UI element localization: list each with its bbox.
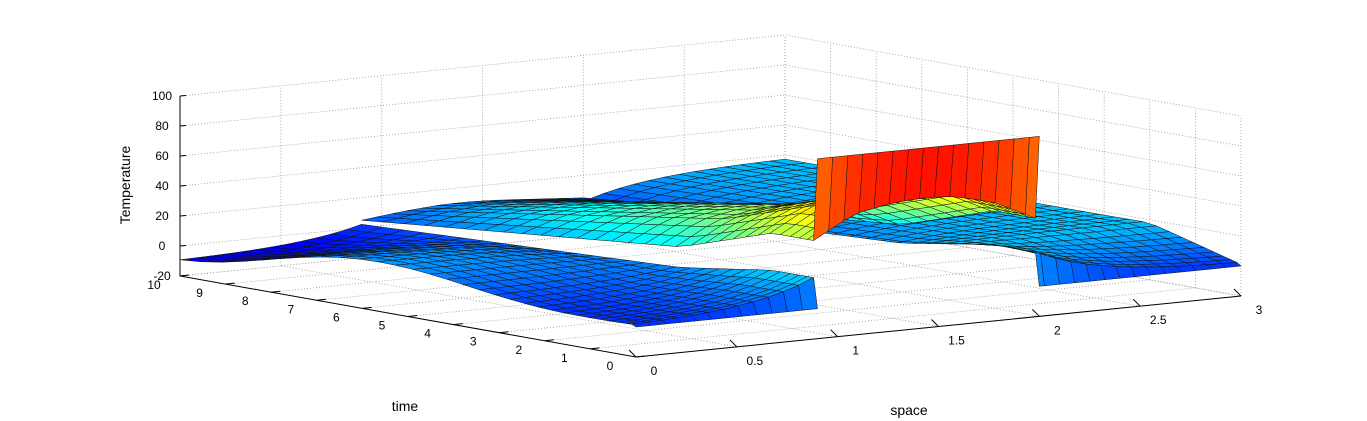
- y-tick-mark: [407, 315, 418, 317]
- x-tick-label: 2: [1054, 323, 1061, 337]
- z-tick-mark: [179, 215, 187, 217]
- y-tick-label: 9: [196, 286, 203, 300]
- z-tick-label: 60: [155, 149, 169, 163]
- y-tick-label: 1: [561, 351, 568, 365]
- y-tick-mark: [225, 282, 235, 285]
- z-tick-mark: [179, 185, 187, 187]
- y-tick-label: 3: [470, 335, 477, 349]
- x-tick-mark: [830, 329, 839, 338]
- x-tick-mark: [729, 339, 738, 348]
- x-tick-mark: [1031, 308, 1040, 317]
- y-tick-label: 6: [333, 310, 340, 324]
- y-tick-mark: [635, 355, 646, 358]
- y-tick-mark: [590, 347, 600, 350]
- y-tick-label: 5: [379, 319, 386, 333]
- x-tick-mark: [1233, 288, 1242, 297]
- y-tick-mark: [453, 323, 463, 326]
- z-tick-mark: [179, 155, 187, 157]
- y-axis-label: time: [392, 398, 419, 414]
- z-tick-label: 80: [155, 119, 169, 133]
- y-tick-label: 2: [515, 343, 522, 357]
- y-tick-mark: [544, 339, 554, 342]
- grid-line: [280, 265, 737, 348]
- y-tick-mark: [499, 331, 509, 334]
- y-tick-mark: [271, 290, 281, 293]
- z-tick-label: 40: [155, 179, 169, 193]
- grid-line: [179, 64, 1242, 147]
- x-tick-label: 3: [1256, 303, 1263, 317]
- z-tick-mark: [179, 125, 187, 127]
- z-tick-mark: [179, 95, 187, 97]
- surface-patch: [813, 156, 833, 241]
- y-tick-mark: [316, 298, 326, 301]
- grid-line: [179, 94, 1242, 177]
- y-tick-label: 4: [424, 327, 431, 341]
- z-tick-label: 100: [152, 89, 172, 103]
- x-tick-label: 1: [852, 344, 859, 358]
- y-tick-label: 0: [607, 359, 614, 373]
- surface-patch: [1035, 251, 1045, 287]
- y-tick-label: 8: [242, 294, 249, 308]
- z-tick-label: 20: [155, 209, 169, 223]
- z-axis-label: Temperature: [117, 145, 133, 224]
- z-tick-label: -20: [153, 269, 171, 283]
- y-tick-label: 7: [287, 302, 294, 316]
- y-tick-mark: [179, 274, 190, 277]
- x-tick-label: 1.5: [948, 334, 965, 348]
- y-tick-mark: [362, 306, 372, 309]
- x-tick-label: 0: [651, 364, 658, 378]
- surface-patch: [631, 322, 652, 328]
- x-tick-mark: [1132, 298, 1141, 307]
- x-tick-mark: [628, 349, 637, 358]
- y-tick-label: 10: [147, 278, 161, 292]
- grid-line: [179, 34, 1242, 117]
- surface: [179, 136, 1242, 328]
- x-tick-mark: [931, 319, 939, 327]
- x-tick-label: 0.5: [746, 354, 763, 368]
- grid-line: [684, 224, 1141, 307]
- z-tick-label: 0: [159, 239, 166, 253]
- x-tick-label: 2.5: [1150, 313, 1167, 327]
- z-tick-mark: [179, 245, 187, 247]
- x-axis-label: space: [890, 402, 928, 418]
